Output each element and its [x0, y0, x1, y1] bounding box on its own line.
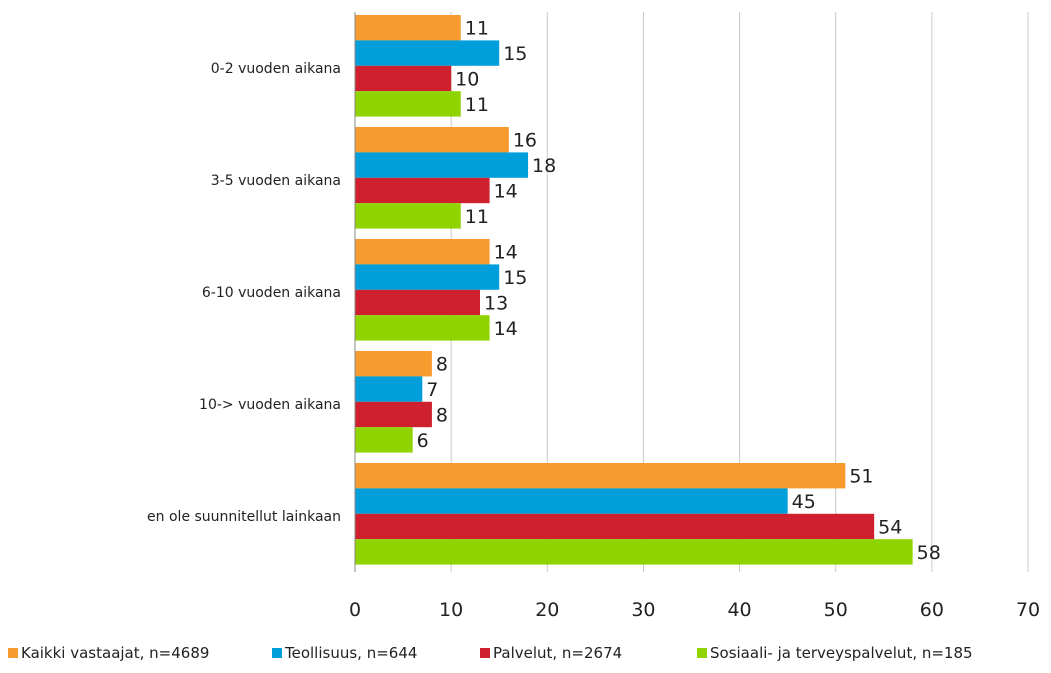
data-label: 13: [484, 293, 508, 315]
bar-palvelut: [355, 289, 480, 316]
data-label: 11: [465, 94, 489, 116]
legend-label: Sosiaali- ja terveyspalvelut, n=185: [710, 644, 973, 662]
x-tick-label: 40: [727, 599, 751, 621]
bar-kaikki: [355, 239, 490, 265]
bar-sosiaali: [355, 427, 413, 453]
bar-kaikki: [355, 463, 846, 489]
legend: Kaikki vastaajat, n=4689 Teollisuus, n=6…: [0, 644, 1051, 670]
x-tick-label: 50: [824, 599, 848, 621]
data-label: 8: [436, 354, 448, 376]
bar-sosiaali: [355, 315, 490, 341]
bar-palvelut: [355, 513, 875, 540]
bar-teollisuus: [355, 376, 423, 402]
legend-label: Kaikki vastaajat, n=4689: [21, 644, 210, 662]
data-label: 18: [532, 155, 556, 177]
data-label: 10: [455, 69, 479, 91]
bar-palvelut: [355, 401, 432, 428]
data-label: 15: [503, 43, 527, 65]
x-tick-label: 10: [439, 599, 463, 621]
data-label: 58: [917, 542, 941, 564]
x-tick-label: 0: [349, 599, 361, 621]
data-label: 16: [513, 130, 537, 152]
legend-swatch: [8, 648, 18, 658]
legend-swatch: [480, 648, 490, 658]
category-labels: 0-2 vuoden aikana 3-5 vuoden aikana 6-10 v…: [147, 61, 341, 525]
x-tick-label: 30: [631, 599, 655, 621]
data-label: 11: [465, 18, 489, 40]
gridlines: [450, 12, 1029, 572]
data-label: 51: [849, 466, 873, 488]
x-tick-label: 70: [1016, 599, 1040, 621]
category-label: en ole suunnitellut lainkaan: [147, 509, 341, 525]
bar-palvelut: [355, 177, 490, 204]
bar-sosiaali: [355, 539, 913, 565]
data-label: 15: [503, 267, 527, 289]
legend-item-kaikki: Kaikki vastaajat, n=4689: [8, 644, 209, 662]
legend-item-teollisuus: Teollisuus, n=644: [272, 644, 417, 662]
bar-kaikki: [355, 15, 461, 41]
legend-label: Palvelut, n=2674: [493, 644, 623, 662]
data-label: 7: [426, 379, 438, 401]
data-label: 54: [878, 517, 902, 539]
category-label: 10-> vuoden aikana: [199, 397, 341, 413]
bar-teollisuus: [355, 264, 500, 290]
legend-swatch: [697, 648, 707, 658]
category-label: 0-2 vuoden aikana: [211, 61, 341, 77]
legend-swatch: [272, 648, 282, 658]
bar-teollisuus: [355, 488, 788, 514]
bar-sosiaali: [355, 203, 461, 229]
bar-sosiaali: [355, 91, 461, 117]
category-label: 3-5 vuoden aikana: [211, 173, 341, 189]
data-label: 14: [494, 318, 518, 340]
bars: [355, 15, 913, 565]
data-label: 11: [465, 206, 489, 228]
data-label: 8: [436, 405, 448, 427]
x-tick-label: 20: [535, 599, 559, 621]
bar-teollisuus: [355, 40, 500, 66]
bar-kaikki: [355, 351, 432, 377]
bar-teollisuus: [355, 152, 529, 178]
data-label: 45: [792, 491, 816, 513]
data-label: 14: [494, 242, 518, 264]
data-label: 6: [417, 430, 429, 452]
data-label: 14: [494, 181, 518, 203]
legend-label: Teollisuus, n=644: [285, 644, 418, 662]
bar-kaikki: [355, 127, 509, 153]
x-axis-tick-labels: 0 10 20 30 40 50 60 70: [349, 599, 1040, 621]
bar-palvelut: [355, 65, 452, 92]
x-tick-label: 60: [920, 599, 944, 621]
legend-item-palvelut: Palvelut, n=2674: [480, 644, 622, 662]
category-label: 6-10 vuoden aikana: [202, 285, 341, 301]
legend-item-sosiaali: Sosiaali- ja terveyspalvelut, n=185: [697, 644, 973, 662]
